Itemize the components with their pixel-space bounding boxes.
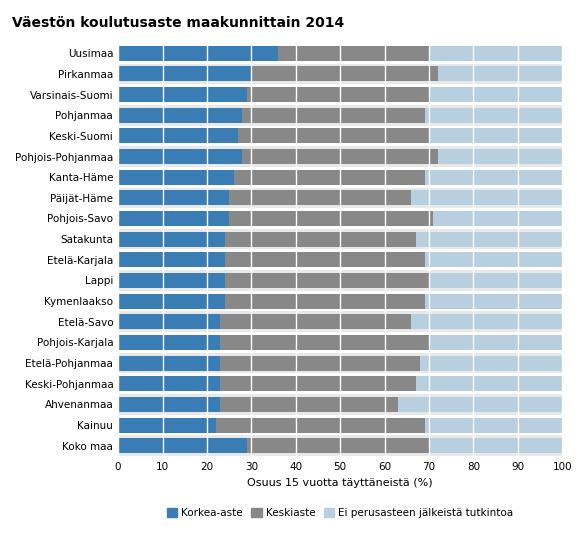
Bar — [438, 149, 562, 164]
Bar — [416, 231, 562, 246]
Bar — [225, 231, 416, 246]
Bar — [118, 252, 225, 267]
Bar — [411, 314, 562, 329]
Bar — [118, 149, 242, 164]
Bar — [118, 231, 225, 246]
X-axis label: Osuus 15 vuotta täyttäneistä (%): Osuus 15 vuotta täyttäneistä (%) — [247, 477, 433, 488]
Bar — [242, 108, 424, 122]
Bar — [118, 314, 220, 329]
Bar — [118, 191, 229, 205]
Bar — [118, 294, 225, 309]
Bar — [429, 87, 562, 102]
Bar — [118, 438, 247, 453]
Bar — [220, 355, 420, 371]
Bar — [118, 291, 562, 311]
Bar — [118, 353, 562, 373]
Bar — [118, 167, 562, 187]
Bar — [424, 252, 562, 267]
Text: Väestön koulutusaste maakunnittain 2014: Väestön koulutusaste maakunnittain 2014 — [12, 16, 344, 30]
Bar — [251, 67, 438, 81]
Bar — [420, 355, 562, 371]
Bar — [118, 43, 562, 63]
Bar — [118, 187, 562, 208]
Bar — [118, 332, 562, 353]
Bar — [398, 397, 562, 412]
Bar — [411, 191, 562, 205]
Bar — [225, 294, 424, 309]
Bar — [118, 211, 229, 226]
Bar — [118, 397, 220, 412]
Bar — [118, 436, 562, 456]
Bar — [229, 211, 433, 226]
Bar — [247, 438, 429, 453]
Bar — [429, 46, 562, 61]
Bar — [118, 415, 562, 436]
Bar — [118, 126, 562, 146]
Bar — [118, 373, 562, 394]
Bar — [416, 376, 562, 391]
Bar — [118, 105, 562, 126]
Bar — [216, 418, 424, 432]
Bar — [118, 273, 225, 288]
Bar — [118, 108, 242, 122]
Bar — [424, 170, 562, 185]
Bar — [247, 87, 429, 102]
Bar — [118, 87, 247, 102]
Bar — [229, 191, 411, 205]
Bar — [118, 311, 562, 332]
Bar — [118, 46, 278, 61]
Bar — [278, 46, 429, 61]
Bar — [118, 170, 234, 185]
Bar — [424, 418, 562, 432]
Bar — [242, 149, 438, 164]
Bar — [118, 229, 562, 250]
Bar — [225, 252, 424, 267]
Bar — [118, 84, 562, 105]
Bar — [118, 376, 220, 391]
Bar — [220, 376, 416, 391]
Bar — [118, 418, 216, 432]
Bar — [118, 394, 562, 415]
Bar — [234, 170, 424, 185]
Bar — [220, 397, 398, 412]
Bar — [438, 67, 562, 81]
Bar — [118, 355, 220, 371]
Bar — [424, 294, 562, 309]
Bar — [238, 128, 429, 143]
Bar — [220, 314, 411, 329]
Bar — [118, 335, 220, 350]
Bar — [225, 273, 429, 288]
Bar — [118, 128, 238, 143]
Bar — [118, 270, 562, 291]
Bar — [429, 438, 562, 453]
Bar — [429, 273, 562, 288]
Bar — [118, 146, 562, 167]
Bar — [429, 128, 562, 143]
Bar — [118, 250, 562, 270]
Bar — [118, 63, 562, 84]
Bar — [220, 335, 429, 350]
Bar — [429, 335, 562, 350]
Bar — [433, 211, 562, 226]
Bar — [424, 108, 562, 122]
Legend: Korkea-aste, Keskiaste, Ei perusasteen jälkeistä tutkintoa: Korkea-aste, Keskiaste, Ei perusasteen j… — [163, 504, 518, 522]
Bar — [118, 67, 251, 81]
Bar — [118, 208, 562, 229]
